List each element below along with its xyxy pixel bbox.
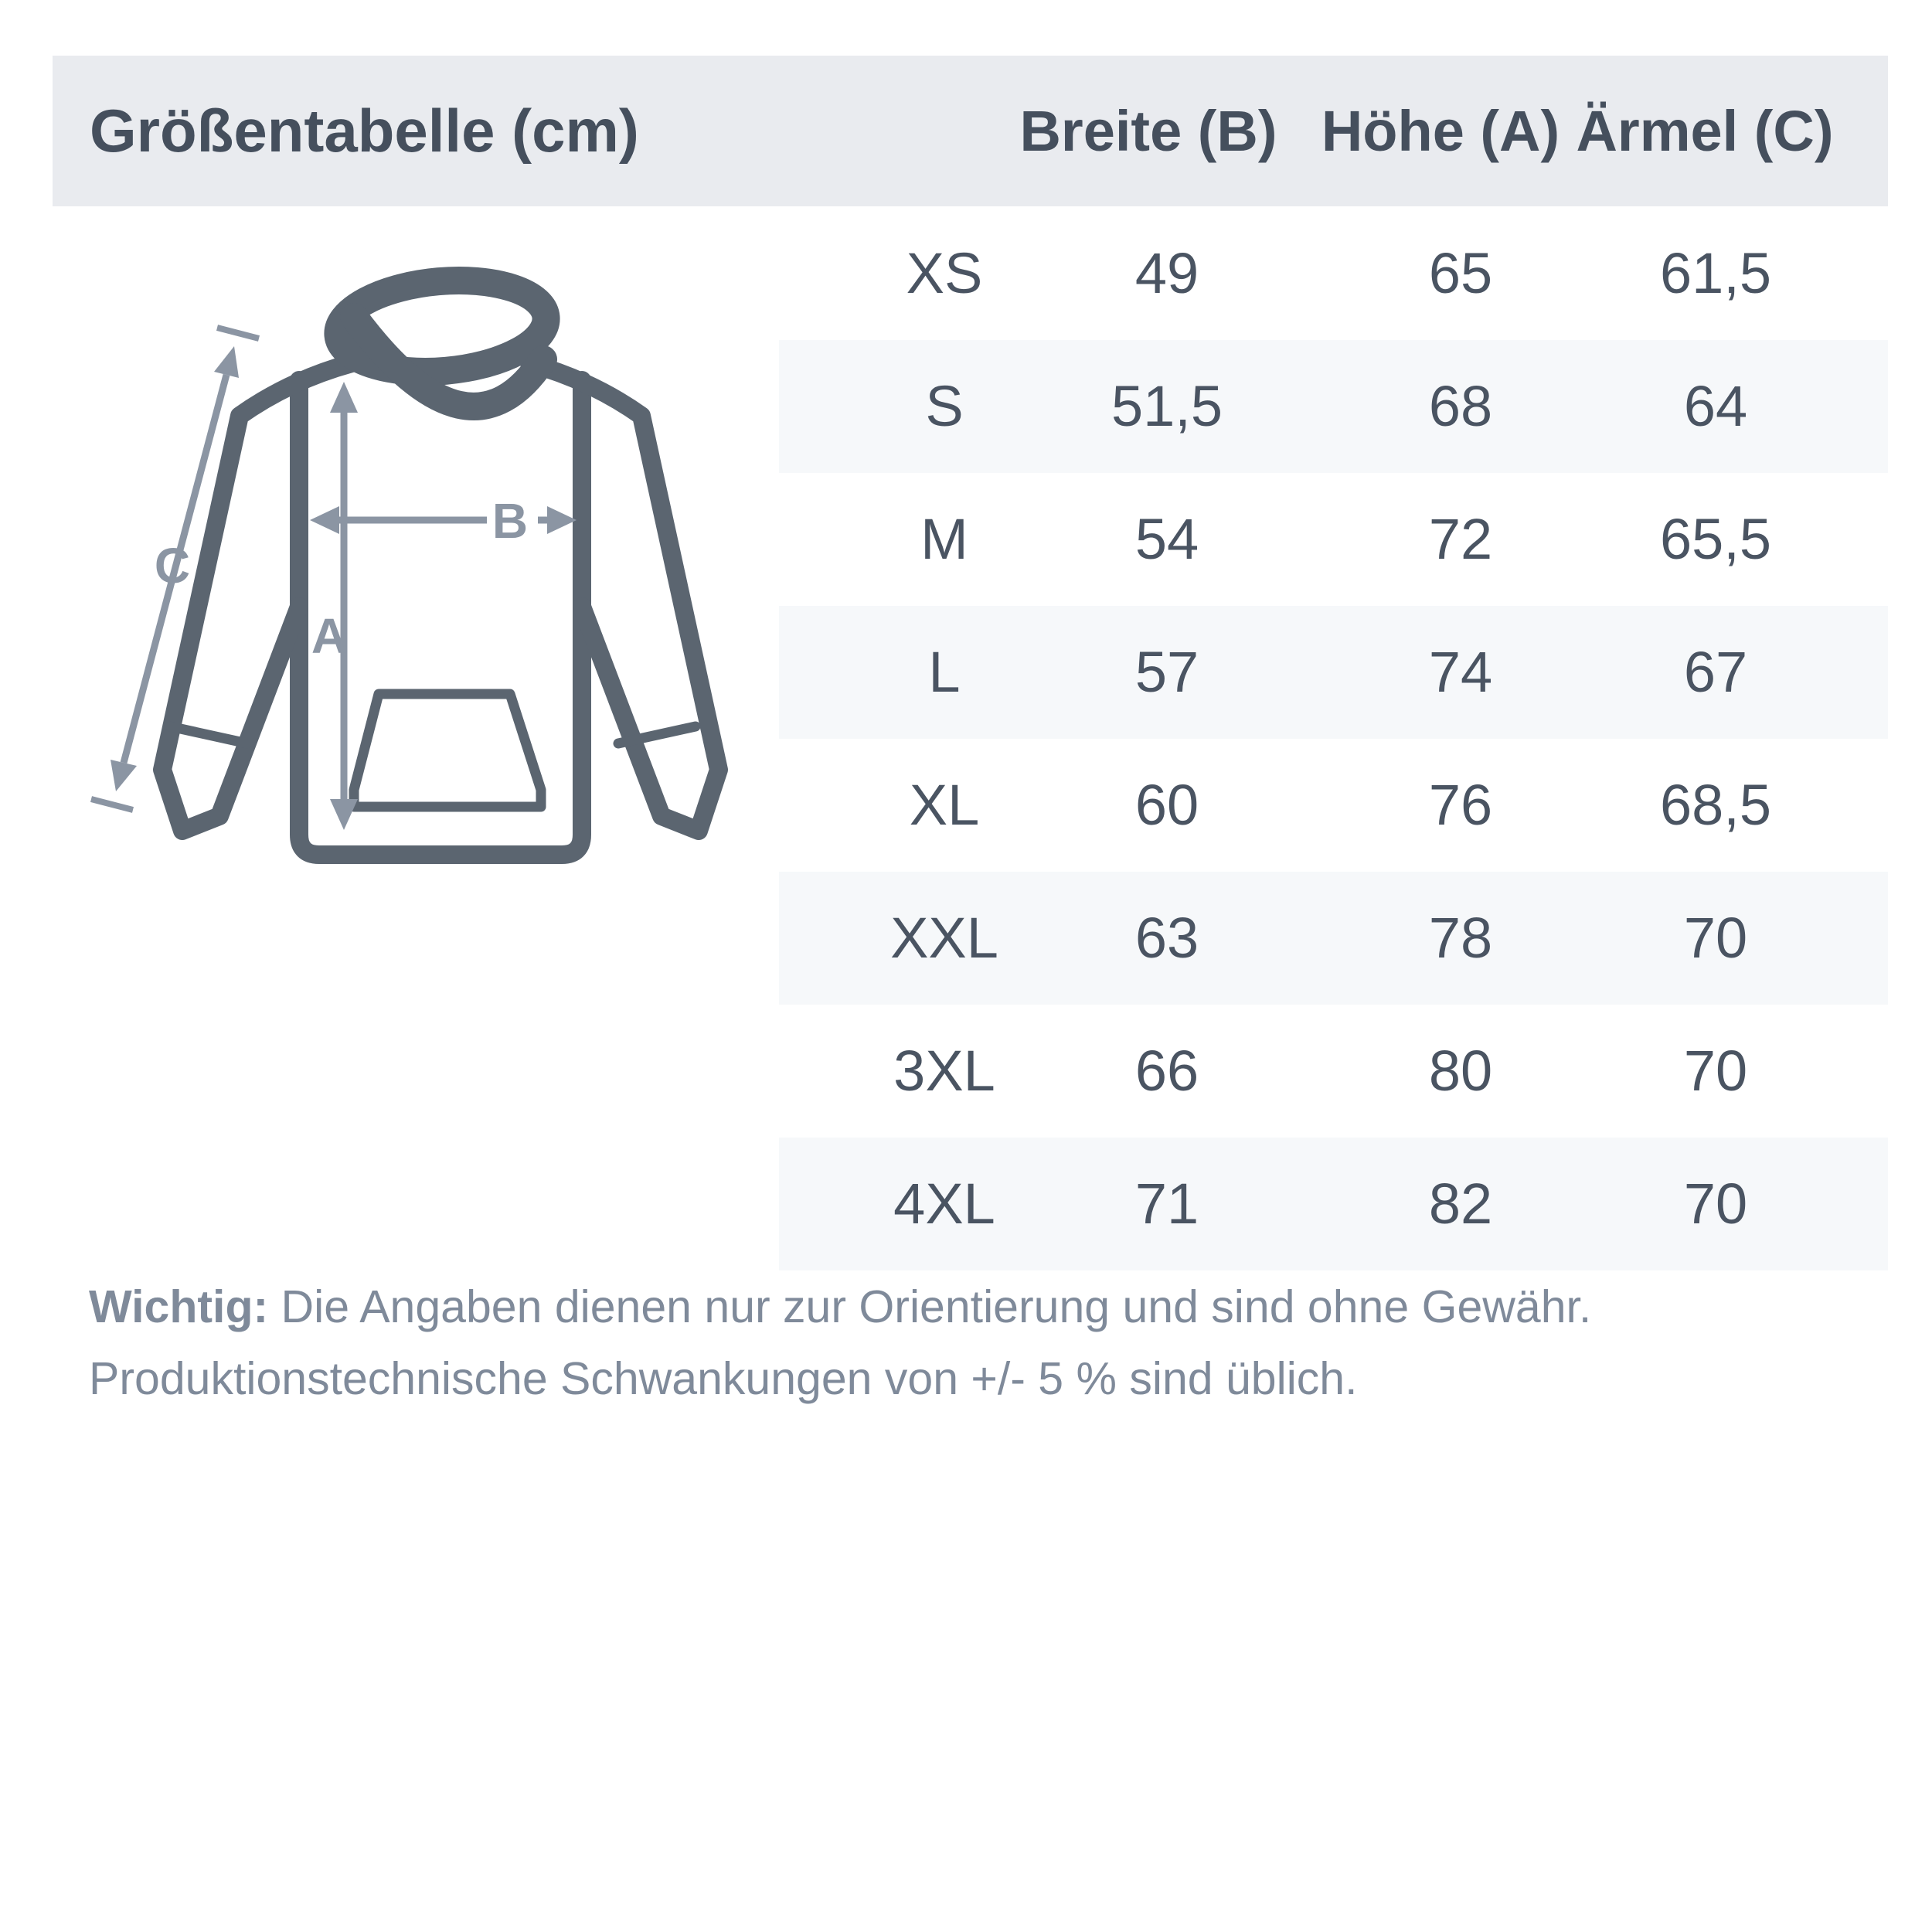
hoodie-diagram: A B C (90, 267, 728, 864)
row-breite-value: 63 (1134, 906, 1199, 970)
table-row: L 57 74 67 (0, 606, 1932, 739)
row-size-label: L (928, 640, 961, 704)
footer-note: Wichtig: Die Angaben dienen nur zur Orie… (89, 1271, 1866, 1415)
row-hoehe-value: 80 (1428, 1039, 1493, 1103)
row-size-label: S (925, 374, 964, 438)
column-header-aermel: Ärmel (C) (1576, 99, 1834, 163)
row-size-label: XXL (890, 906, 998, 970)
row-hoehe-value: 76 (1428, 773, 1493, 837)
body-outline (290, 371, 591, 864)
row-aermel-value: 70 (1683, 906, 1748, 970)
footer-line-1: Wichtig: Die Angaben dienen nur zur Orie… (89, 1271, 1866, 1343)
row-breite-value: 66 (1134, 1039, 1199, 1103)
row-breite-value: 60 (1134, 773, 1199, 837)
row-breite-value: 54 (1134, 507, 1199, 571)
width-dimension-label: B (492, 493, 528, 549)
row-aermel-value: 68,5 (1659, 773, 1772, 837)
row-size-label: XL (909, 773, 980, 837)
row-breite-value: 49 (1134, 241, 1199, 305)
row-hoehe-value: 65 (1428, 241, 1493, 305)
row-hoehe-value: 74 (1428, 640, 1493, 704)
row-aermel-value: 67 (1683, 640, 1748, 704)
row-breite-value: 57 (1134, 640, 1199, 704)
hood-outline (324, 267, 560, 386)
height-dimension-label: A (311, 608, 347, 664)
row-aermel-value: 70 (1683, 1039, 1748, 1103)
row-aermel-value: 65,5 (1659, 507, 1772, 571)
row-aermel-value: 70 (1683, 1172, 1748, 1236)
row-stripe (779, 606, 1888, 739)
left-cuff-seam (165, 721, 253, 749)
row-hoehe-value: 72 (1428, 507, 1493, 571)
table-row: 3XL 66 80 70 (0, 1005, 1932, 1138)
height-arrow (330, 382, 358, 830)
footer-line-1-text: Die Angaben dienen nur zur Orientierung … (268, 1281, 1592, 1332)
row-stripe (779, 340, 1888, 473)
table-row: XS 49 65 61,5 (0, 207, 1932, 340)
table-row: XXL 63 78 70 (0, 872, 1932, 1005)
page-title: Größentabelle (cm) (90, 97, 639, 165)
right-cuff-seam (613, 721, 701, 749)
row-stripe (779, 1138, 1888, 1270)
row-hoehe-value: 78 (1428, 906, 1493, 970)
pocket-outline (349, 689, 546, 812)
sleeve-arrow (90, 325, 260, 813)
row-size-label: 3XL (893, 1039, 995, 1103)
row-breite-value: 51,5 (1111, 374, 1223, 438)
left-sleeve-outline (153, 354, 361, 840)
row-aermel-value: 64 (1683, 374, 1748, 438)
hood-collar (340, 303, 557, 420)
sleeve-dimension-label: C (155, 538, 190, 594)
right-sleeve-outline (520, 354, 728, 840)
row-hoehe-value: 68 (1428, 374, 1493, 438)
row-stripe (779, 872, 1888, 1005)
size-chart-header: Größentabelle (cm) Breite (B) Höhe (A) Ä… (53, 56, 1888, 206)
footer-line-2: Produktionstechnische Schwankungen von +… (89, 1353, 1358, 1404)
column-header-breite: Breite (B) (1019, 99, 1277, 163)
table-row: M 54 72 65,5 (0, 473, 1932, 606)
row-size-label: XS (906, 241, 983, 305)
row-size-label: M (920, 507, 968, 571)
table-row: XL 60 76 68,5 (0, 739, 1932, 872)
column-header-hoehe: Höhe (A) (1321, 99, 1560, 163)
row-breite-value: 71 (1134, 1172, 1199, 1236)
table-row: 4XL 71 82 70 (0, 1138, 1932, 1270)
row-hoehe-value: 82 (1428, 1172, 1493, 1236)
footer-important-label: Wichtig: (89, 1281, 269, 1332)
row-aermel-value: 61,5 (1659, 241, 1772, 305)
row-size-label: 4XL (893, 1172, 995, 1236)
width-arrow (310, 506, 577, 534)
table-row: S 51,5 68 64 (0, 340, 1932, 473)
